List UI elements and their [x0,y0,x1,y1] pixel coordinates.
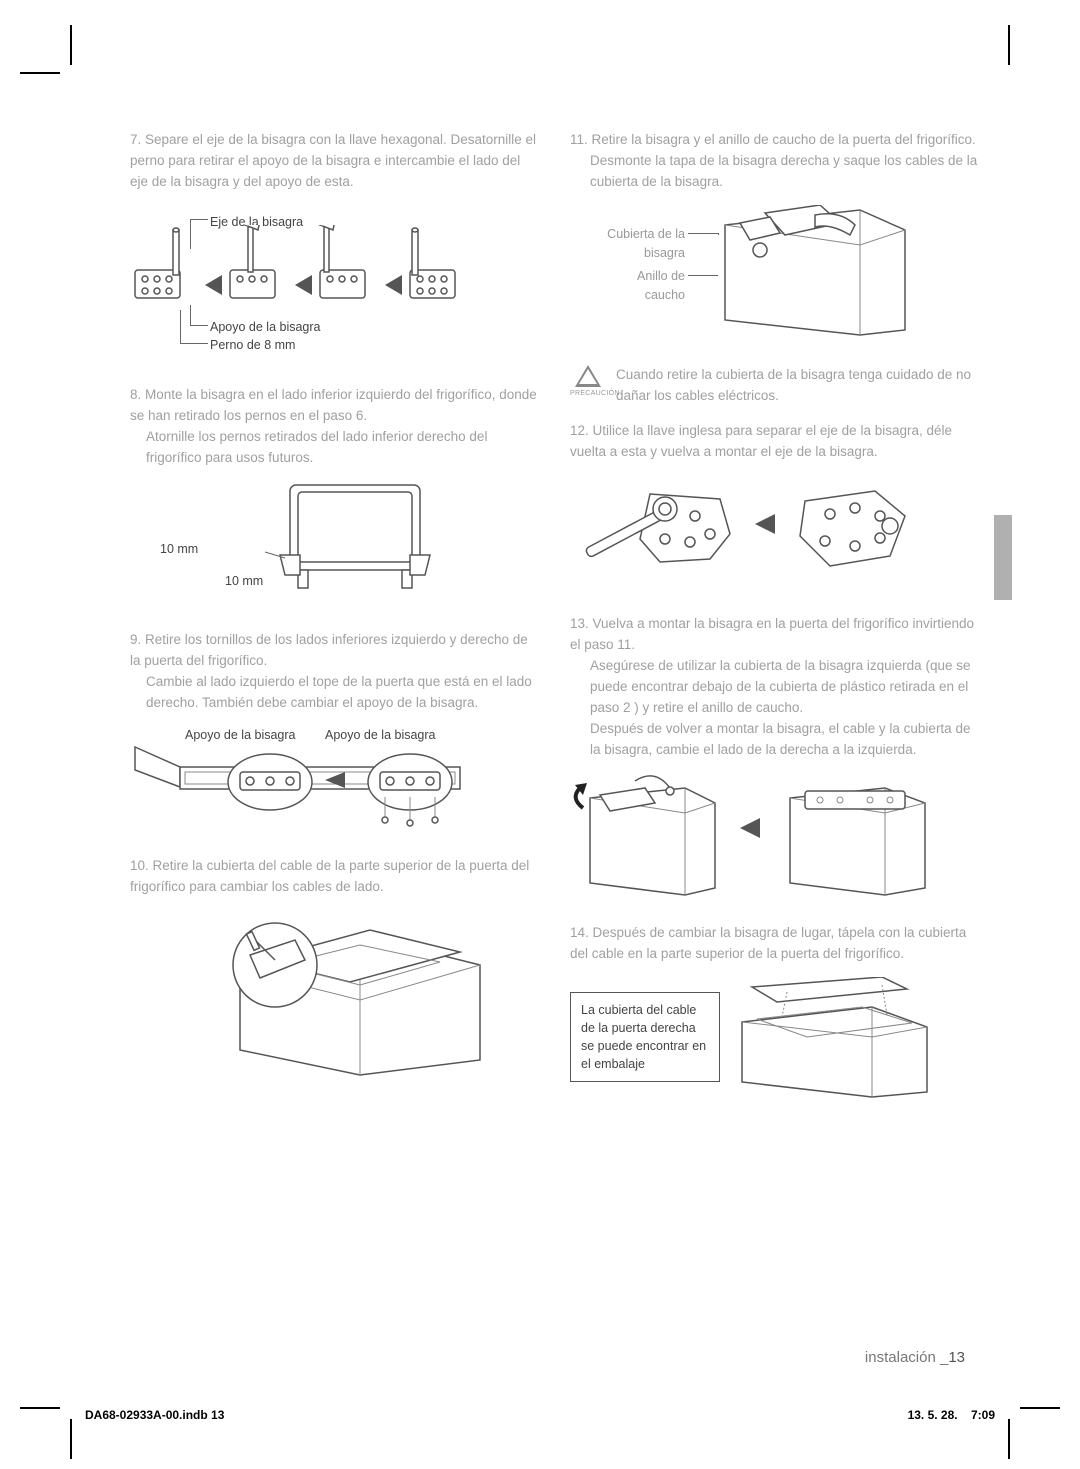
wrench-hinge-diagram [570,474,950,589]
step-text: Retire la cubierta del cable de la parte… [130,858,529,894]
step-number: 13. [570,616,589,631]
side-tab [994,515,1012,600]
crop-mark [20,72,60,74]
crop-mark [1008,1419,1010,1459]
step-7: 7. Separe el eje de la bisagra con la ll… [130,130,540,365]
step-13: 13. Vuelva a montar la bisagra en la pue… [570,614,980,902]
step-text: Después de cambiar la bisagra de lugar, … [570,925,966,961]
step-text-2: Atornille los pernos retirados del lado … [130,427,540,469]
footer-page: 13 [948,1349,965,1366]
step-number: 9. [130,632,141,647]
figure-step12 [570,474,980,594]
step-text-2: Asegúrese de utilizar la cubierta de la … [570,656,980,719]
door-bottom-diagram [130,742,500,837]
hinge-cover-diagram [710,205,920,340]
step-number: 10. [130,858,149,873]
step-text: Monte la bisagra en el lado inferior izq… [130,387,537,423]
step-12: 12. Utilice la llave inglesa para separa… [570,421,980,595]
print-file: DA68-02933A-00.indb 13 [85,1406,224,1424]
page-content: 7. Separe el eje de la bisagra con la ll… [130,130,980,1127]
step-number: 12. [570,423,589,438]
crop-mark [70,25,72,65]
page-footer: instalación _13 [865,1347,965,1370]
note-box: La cubierta del cable de la puerta derec… [570,992,720,1083]
footer-section: instalación _ [865,1349,948,1366]
figure-step8: 10 mm 10 mm [130,480,540,610]
step-text: Vuelva a montar la bisagra en la puerta … [570,616,974,652]
label-perno: Perno de 8 mm [210,336,295,355]
caution-icon: PRECAUCIÓN [570,365,606,400]
caution-block: PRECAUCIÓN Cuando retire la cubierta de … [570,365,980,407]
figure-step7: Eje de la bisagra [130,205,540,365]
step-number: 7. [130,132,141,147]
step-8: 8. Monte la bisagra en el lado inferior … [130,385,540,611]
caution-label: PRECAUCIÓN [570,389,606,400]
right-column: 11. Retire la bisagra y el anillo de cau… [570,130,980,1127]
figure-step9: Apoyo de la bisagra Apoyo de la bisagra [130,726,540,836]
print-info: DA68-02933A-00.indb 13 13. 5. 28. 7:09 [85,1406,995,1424]
label-apoyo: Apoyo de la bisagra [210,318,321,337]
print-date: 13. 5. 28. [908,1408,958,1422]
fridge-bottom-diagram [250,480,480,600]
label-cubierta: Cubierta de la bisagra [590,225,685,263]
print-time: 7:09 [971,1408,995,1422]
step-text: Retire la bisagra y el anillo de caucho … [592,132,976,147]
figure-step10 [130,910,540,1085]
step-text-2: Desmonte la tapa de la bisagra derecha y… [570,151,980,193]
cover-install-diagram [732,977,942,1102]
figure-step11: Cubierta de la bisagra Anillo de caucho [570,205,980,345]
step-text: Utilice la llave inglesa para separar el… [570,423,952,459]
step-text: Separe el eje de la bisagra con la llave… [130,132,536,189]
crop-mark [1020,1407,1060,1409]
label-10mm-1: 10 mm [160,540,198,559]
step-11: 11. Retire la bisagra y el anillo de cau… [570,130,980,345]
step-number: 14. [570,925,589,940]
cable-cover-diagram [200,910,500,1080]
figure-step13 [570,773,980,903]
step-text-3: Después de volver a montar la bisagra, e… [570,719,980,761]
figure-step14: La cubierta del cable de la puerta derec… [570,977,980,1107]
crop-mark [20,1407,60,1409]
step-text: Retire los tornillos de los lados inferi… [130,632,528,668]
step-10: 10. Retire la cubierta del cable de la p… [130,856,540,1085]
caution-text: Cuando retire la cubierta de la bisagra … [616,365,980,407]
step-9: 9. Retire los tornillos de los lados inf… [130,630,540,836]
reassembly-diagram [570,773,950,898]
step-number: 11. [570,132,588,147]
label-anillo: Anillo de caucho [620,267,685,305]
label-10mm-2: 10 mm [225,572,263,591]
left-column: 7. Separe el eje de la bisagra con la ll… [130,130,540,1127]
crop-mark [70,1419,72,1459]
step-14: 14. Después de cambiar la bisagra de lug… [570,923,980,1107]
crop-mark [1008,25,1010,65]
step-number: 8. [130,387,141,402]
step-text-2: Cambie al lado izquierdo el tope de la p… [130,672,540,714]
